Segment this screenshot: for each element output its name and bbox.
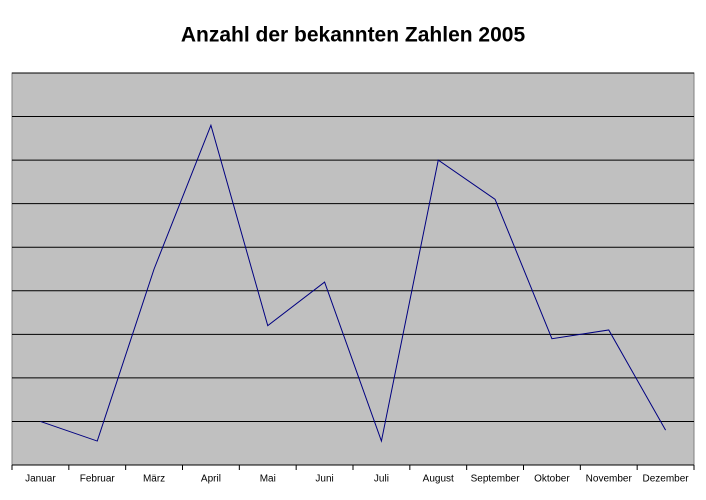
x-tick-label: Oktober <box>534 474 570 485</box>
x-tick-label: März <box>143 474 165 485</box>
plot-area <box>11 72 695 466</box>
chart-title: Anzahl der bekannten Zahlen 2005 <box>181 24 526 47</box>
x-tick-label: August <box>423 474 454 485</box>
x-tick-label: April <box>201 474 221 485</box>
x-tick-label: November <box>586 474 633 485</box>
x-tick-label: Juli <box>374 474 389 485</box>
x-tick-label: Dezember <box>643 474 690 485</box>
x-tick-label: Juni <box>315 474 333 485</box>
x-tick-label: Mai <box>260 474 276 485</box>
x-tick-label: September <box>471 474 521 485</box>
data-line <box>40 123 667 443</box>
x-tick-label: Januar <box>25 474 56 485</box>
x-tick-label: Februar <box>80 474 116 485</box>
